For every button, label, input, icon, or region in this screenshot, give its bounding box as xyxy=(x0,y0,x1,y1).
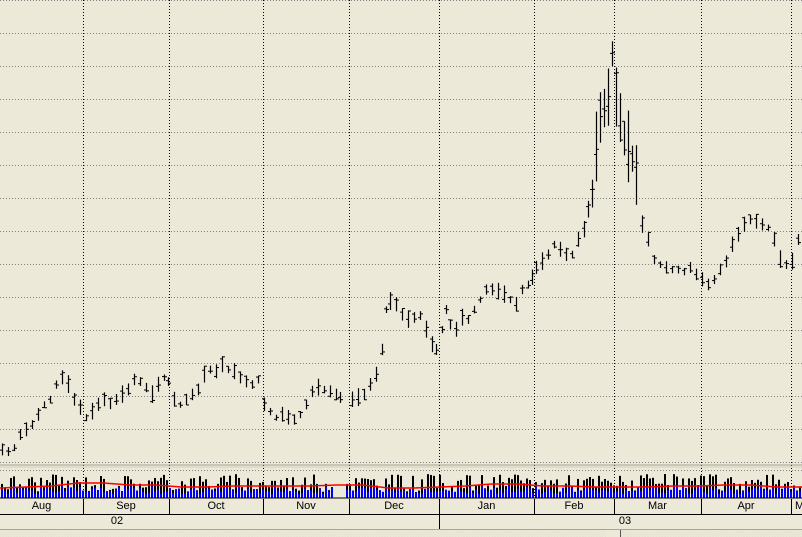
month-label-aug: Aug xyxy=(31,500,52,512)
month-label-apr: Apr xyxy=(737,500,755,512)
month-label-oct: Oct xyxy=(207,500,225,512)
month-label-feb: Feb xyxy=(564,500,584,512)
ohlc-price-bars xyxy=(0,41,801,457)
month-label-mar: Mar xyxy=(648,500,667,512)
month-gridlines xyxy=(83,0,792,498)
year-label-02: 02 xyxy=(110,515,124,527)
month-label-jan: Jan xyxy=(477,500,496,512)
month-label-dec: Dec xyxy=(384,500,404,512)
horizontal-scrollbar-thumb[interactable] xyxy=(606,530,621,537)
month-label-m: M xyxy=(795,500,802,512)
month-axis-separators xyxy=(83,499,792,514)
volume-bars xyxy=(1,474,801,498)
month-label-nov: Nov xyxy=(296,500,316,512)
month-label-sep: Sep xyxy=(116,500,136,512)
year-label-03: 03 xyxy=(618,515,632,527)
horizontal-scrollbar-track[interactable] xyxy=(0,530,802,537)
price-gridlines xyxy=(0,0,802,463)
volume-moving-average xyxy=(0,482,802,489)
